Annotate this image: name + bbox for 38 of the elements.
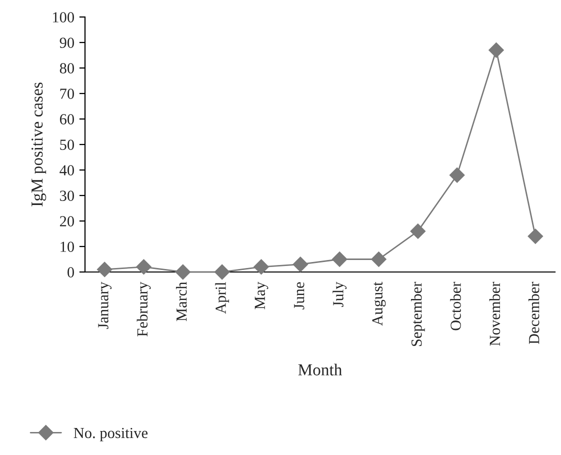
point (410, 224, 426, 239)
x-tick-label: August (372, 282, 386, 326)
x-axis-title: Month (298, 364, 342, 376)
x-tick-label: May (254, 282, 268, 310)
x-tick-label: April (215, 282, 230, 314)
x-tick-label: October (450, 282, 461, 330)
y-tick-label: 70 (60, 88, 74, 99)
point (136, 259, 152, 274)
y-tick-label: 30 (60, 190, 74, 201)
point (214, 264, 230, 280)
x-tick-label: December (528, 282, 540, 344)
legend-label: No. positive (74, 428, 148, 442)
x-tick-label: February (136, 282, 151, 336)
y-tick-label: 10 (60, 242, 74, 252)
y-tick-label: 80 (60, 63, 74, 74)
y-tick-label: 100 (53, 12, 74, 22)
y-tick-label: 60 (60, 114, 74, 124)
point (292, 256, 308, 272)
x-tick-label: September (410, 282, 425, 346)
y-tick-label: 0 (68, 267, 74, 278)
point (97, 262, 112, 278)
point (528, 228, 543, 244)
x-tick-label: June (294, 282, 304, 310)
x-tick-label: January (98, 282, 112, 329)
y-tick-label: 50 (60, 140, 74, 150)
point (371, 252, 386, 267)
point (488, 42, 504, 58)
x-tick-label: November (489, 282, 500, 346)
point (450, 168, 465, 183)
point (254, 259, 269, 274)
x-tick-label: July (332, 282, 347, 307)
y-tick-label: 90 (60, 38, 74, 48)
y-tick-label: 20 (60, 216, 74, 226)
x-tick-label: March (176, 282, 187, 322)
y-axis-title: IgM positive cases (31, 82, 46, 206)
point (175, 264, 190, 280)
y-tick-label: 40 (60, 165, 74, 176)
point (332, 252, 348, 267)
